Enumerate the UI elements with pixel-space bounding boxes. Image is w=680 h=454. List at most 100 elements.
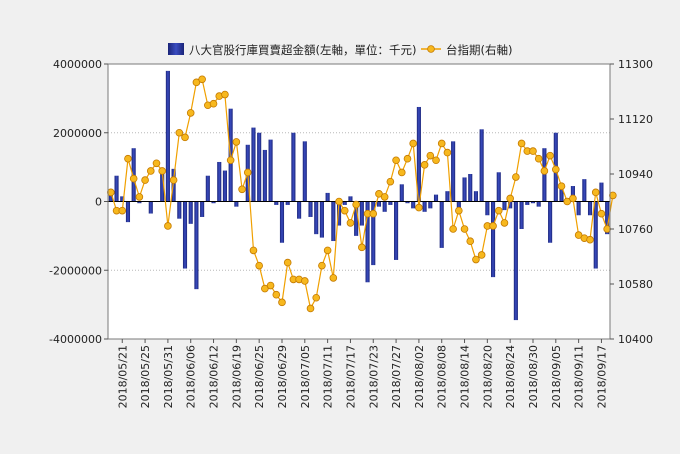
bar: [485, 201, 490, 216]
index-point: [141, 176, 149, 184]
index-point: [472, 255, 480, 264]
bar: [171, 168, 176, 202]
bar: [177, 201, 182, 219]
bar: [217, 161, 222, 202]
left-axis-tick-label: 4000000: [53, 58, 102, 71]
bar: [462, 177, 467, 202]
bar: [508, 201, 513, 209]
left-axis-tick-label: -4000000: [49, 333, 102, 346]
bar: [593, 201, 598, 269]
index-point: [261, 284, 269, 293]
bar: [530, 201, 536, 204]
bar: [194, 201, 199, 290]
index-point: [243, 168, 252, 177]
index-point: [335, 197, 343, 206]
bar: [160, 172, 165, 202]
x-axis-tick-label: 2018/08/20: [481, 345, 494, 408]
index-point: [323, 246, 332, 255]
index-point: [266, 281, 275, 290]
index-point: [340, 206, 349, 215]
bar: [302, 141, 307, 202]
x-axis-tick-label: 2018/08/24: [504, 345, 517, 408]
index-point: [124, 154, 132, 163]
index-point: [420, 161, 429, 169]
x-axis-tick-label: 2018/07/11: [322, 345, 335, 408]
x-axis-tick-label: 2018/09/05: [550, 345, 563, 408]
bar: [576, 201, 581, 216]
bar: [416, 106, 421, 202]
bar: [114, 175, 119, 202]
x-axis-tick-label: 2018/05/21: [116, 345, 129, 408]
index-point: [512, 173, 520, 181]
index-point: [609, 191, 617, 200]
left-axis-tick-label: -2000000: [49, 264, 102, 277]
bar: [354, 201, 359, 236]
bar: [297, 201, 302, 219]
bar: [388, 201, 393, 205]
index-point: [449, 225, 457, 233]
index-point: [135, 193, 144, 201]
bar: [587, 201, 593, 216]
index-point: [403, 154, 412, 163]
right-axis-tick-label: 11120: [618, 113, 653, 126]
bar: [559, 187, 564, 202]
x-axis-tick-label: 2018/09/11: [573, 345, 586, 408]
index-point: [312, 293, 321, 302]
bar: [211, 201, 216, 204]
index-point: [546, 151, 554, 160]
x-axis-tick-label: 2018/06/12: [208, 345, 221, 408]
index-point: [552, 165, 560, 174]
index-point: [107, 188, 115, 197]
right-axis-tick-label: 10580: [618, 278, 653, 291]
bar: [148, 201, 153, 214]
bar: [319, 201, 324, 238]
index-point: [152, 159, 161, 168]
bar: [371, 201, 376, 266]
index-point: [164, 222, 172, 230]
bar: [605, 201, 610, 235]
index-point: [249, 246, 258, 255]
index-point: [432, 156, 440, 165]
bar: [336, 201, 342, 226]
bar: [365, 201, 370, 283]
right-axis-tick-label: 10760: [618, 223, 653, 236]
x-axis-tick-label: 2018/09/17: [595, 345, 608, 408]
index-point: [226, 156, 235, 165]
bar: [496, 172, 501, 202]
index-point: [443, 148, 452, 157]
index-point: [283, 258, 292, 267]
right-axis-tick-label: 11300: [618, 58, 653, 71]
bar: [599, 182, 604, 202]
x-axis-tick-label: 2018/06/06: [185, 345, 198, 408]
bar: [451, 141, 456, 202]
index-point: [455, 206, 463, 215]
index-point: [329, 274, 338, 282]
bar: [251, 127, 256, 202]
bar: [331, 201, 336, 242]
bar: [422, 201, 427, 212]
x-axis-tick-label: 2018/08/30: [527, 345, 540, 408]
bar: [456, 201, 461, 209]
index-point: [158, 167, 166, 175]
index-point: [586, 235, 594, 244]
index-point: [500, 219, 509, 227]
bar: [200, 201, 205, 217]
index-point: [460, 225, 469, 233]
index-point: [346, 219, 355, 227]
index-point: [169, 176, 178, 184]
index-point: [375, 190, 383, 198]
bar: [234, 201, 239, 207]
index-point: [278, 298, 286, 307]
legend-line-marker: [427, 45, 435, 53]
bar: [291, 132, 296, 202]
bar: [125, 201, 131, 223]
bar: [445, 191, 450, 202]
bar: [376, 201, 382, 207]
bar: [582, 179, 587, 202]
bar: [439, 201, 444, 248]
index-point: [118, 206, 127, 215]
index-point: [192, 78, 201, 87]
index-point: [175, 128, 184, 137]
bar: [308, 201, 313, 217]
